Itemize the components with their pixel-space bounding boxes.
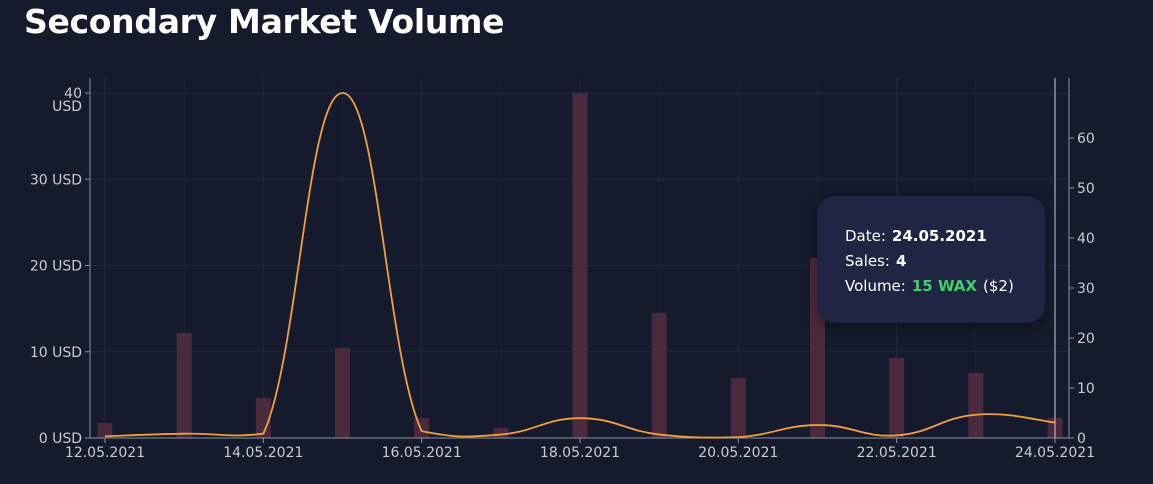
tooltip-volume-wax: 15 WAX xyxy=(911,277,977,295)
sales-bar xyxy=(176,333,192,438)
tooltip-date-row: Date: 24.05.2021 xyxy=(845,224,1045,249)
page-title: Secondary Market Volume xyxy=(24,2,505,41)
sales-bar xyxy=(493,428,509,438)
sales-bar xyxy=(414,418,430,438)
tooltip-date-label: Date: xyxy=(845,227,886,245)
left-tick-label: 40 xyxy=(64,86,82,102)
right-tick-label: 20 xyxy=(1077,331,1095,347)
right-tick-label: 10 xyxy=(1077,381,1095,397)
volume-line-path xyxy=(104,92,1056,439)
tooltip-sales-label: Sales: xyxy=(845,252,890,270)
x-tick-label: 24.05.2021 xyxy=(1015,445,1095,461)
sales-bar xyxy=(651,313,667,438)
x-tick-label: 16.05.2021 xyxy=(382,445,462,461)
x-tick-label: 18.05.2021 xyxy=(540,445,620,461)
axes xyxy=(85,78,1074,443)
right-tick-label: 30 xyxy=(1077,281,1095,297)
tooltip-volume-row: Volume: 15 WAX ($2) xyxy=(845,274,1045,299)
sales-bar xyxy=(335,348,350,438)
sales-bar xyxy=(255,398,271,438)
volume-line xyxy=(104,92,1056,439)
x-tick-label: 12.05.2021 xyxy=(65,445,145,461)
sales-bar xyxy=(968,373,984,438)
x-tick-label: 14.05.2021 xyxy=(223,445,303,461)
tooltip-sales-value: 4 xyxy=(895,252,907,270)
sales-bar xyxy=(572,93,588,438)
chart-tooltip: Date: 24.05.2021 Sales: 4 Volume: 15 WAX ($2… xyxy=(817,196,1045,323)
sales-bar xyxy=(889,358,905,438)
left-tick-label: 10 USD xyxy=(30,345,82,361)
x-tick-label: 20.05.2021 xyxy=(698,445,778,461)
tooltip-volume-usd: ($2) xyxy=(983,277,1014,295)
right-tick-label: 60 xyxy=(1077,131,1095,147)
tooltip-volume-label: Volume: xyxy=(845,277,906,295)
right-tick-label: 40 xyxy=(1077,231,1095,247)
left-axis-unit-label: USD xyxy=(52,99,82,115)
left-tick-label: 30 USD xyxy=(30,172,82,188)
right-tick-label: 0 xyxy=(1077,431,1086,447)
sales-bar xyxy=(97,423,113,438)
right-tick-label: 50 xyxy=(1077,181,1095,197)
left-tick-label: 0 USD xyxy=(39,431,82,447)
x-tick-label: 22.05.2021 xyxy=(857,445,937,461)
sales-bar xyxy=(730,378,746,438)
left-tick-label: 20 USD xyxy=(30,259,82,275)
tooltip-sales-row: Sales: 4 xyxy=(845,249,1045,274)
tooltip-date-value: 24.05.2021 xyxy=(891,227,987,245)
